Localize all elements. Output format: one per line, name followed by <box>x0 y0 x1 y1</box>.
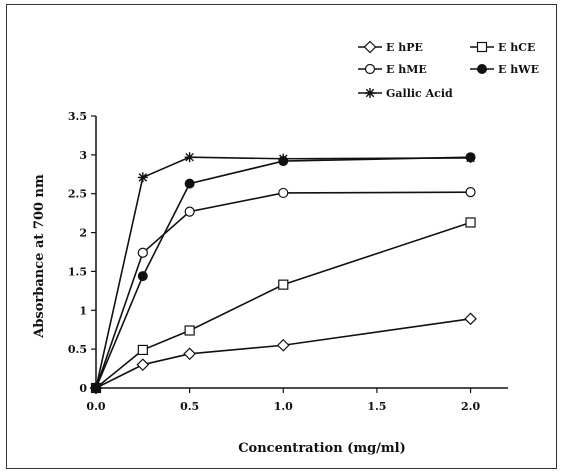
legend: E hPE E hCE E hME E hWE Gallic Acid <box>358 40 539 100</box>
series-4 <box>91 152 476 393</box>
x-tick-label: 1.0 <box>274 400 293 413</box>
data-point <box>184 178 195 189</box>
legend-entry: Gallic Acid <box>358 87 453 100</box>
x-tick-label: 1.5 <box>367 400 386 413</box>
data-point <box>137 344 148 356</box>
y-tick-label: 1.5 <box>68 265 87 278</box>
legend-label: E hPE <box>386 41 423 54</box>
x-tick-label: 2.0 <box>461 400 480 413</box>
series-2 <box>90 187 476 394</box>
data-point <box>137 271 148 282</box>
data-point <box>136 358 150 372</box>
data-point <box>278 153 289 164</box>
legend-label: Gallic Acid <box>386 87 453 100</box>
y-tick-label: 1 <box>79 304 87 317</box>
legend-marker <box>363 40 377 54</box>
legend-entry: E hWE <box>470 63 539 76</box>
legend-label: E hCE <box>498 41 535 54</box>
y-ticks: 0 0.5 1 1.5 2 2.5 3 3.5 <box>68 110 96 395</box>
y-tick-label: 0.5 <box>68 343 87 356</box>
legend-entry: E hME <box>358 63 427 76</box>
y-tick-label: 0 <box>79 382 87 395</box>
series-line <box>95 191 471 389</box>
series-layer <box>89 152 477 395</box>
data-point <box>278 187 289 199</box>
x-axis-label: Concentration (mg/ml) <box>238 441 406 456</box>
data-point <box>184 152 195 163</box>
data-point <box>465 152 476 163</box>
y-tick-label: 3.5 <box>68 110 87 123</box>
x-tick-label: 0.5 <box>180 400 199 413</box>
legend-marker <box>477 64 487 74</box>
y-tick-label: 2 <box>79 227 87 240</box>
legend-entry: E hPE <box>358 40 423 54</box>
legend-marker <box>476 41 488 53</box>
legend-label: E hME <box>386 63 427 76</box>
data-point <box>276 338 290 352</box>
series-1 <box>90 217 476 394</box>
data-point <box>137 172 148 183</box>
data-point <box>137 247 148 258</box>
x-ticks: 0.0 0.5 1.0 1.5 2.0 <box>86 388 480 413</box>
data-point <box>183 347 196 361</box>
legend-label: E hWE <box>498 63 539 76</box>
series-0 <box>89 312 477 395</box>
data-point <box>91 383 101 393</box>
y-axis-label: Absorbance at 700 nm <box>32 174 47 339</box>
series-line <box>95 318 471 389</box>
legend-marker <box>365 88 375 98</box>
data-point <box>184 206 195 217</box>
data-point <box>465 217 476 228</box>
data-point <box>184 325 195 336</box>
legend-entry: E hCE <box>470 41 535 54</box>
data-point <box>278 279 289 290</box>
legend-marker <box>364 63 376 75</box>
axes <box>95 116 508 389</box>
data-point <box>464 312 477 326</box>
y-tick-label: 3 <box>79 149 87 162</box>
y-tick-label: 2.5 <box>68 188 87 201</box>
x-tick-label: 0.0 <box>86 400 105 413</box>
data-point <box>465 187 476 198</box>
